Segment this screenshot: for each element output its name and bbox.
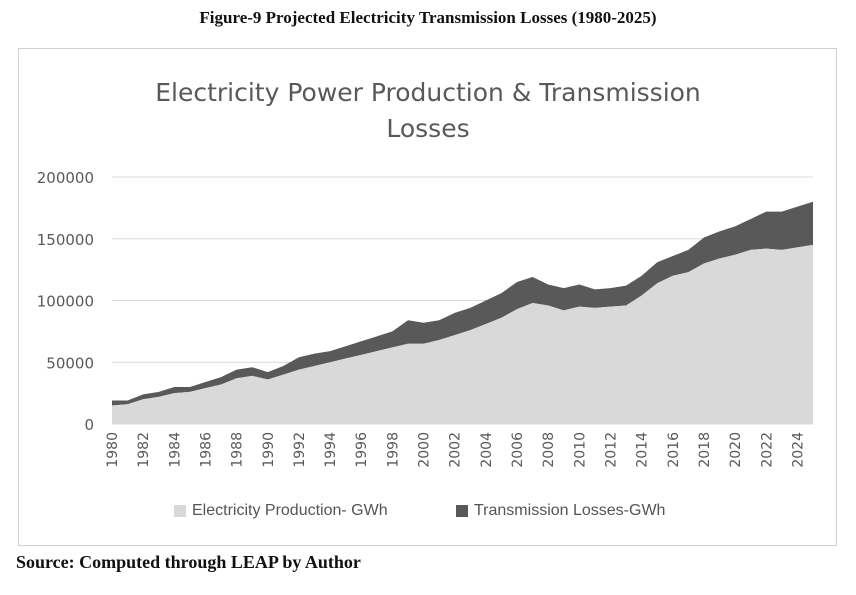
x-tick-label: 2008 [541, 432, 557, 468]
legend-label-losses: Transmission Losses-GWh [474, 502, 666, 519]
y-tick-label: 200000 [37, 169, 94, 187]
y-tick-label: 0 [84, 416, 94, 434]
x-tick-label: 2000 [417, 432, 433, 468]
x-tick-label: 1984 [167, 432, 183, 468]
x-tick-label: 2010 [572, 432, 588, 468]
x-tick-label: 2024 [790, 432, 806, 468]
figure-caption: Figure-9 Projected Electricity Transmiss… [199, 8, 657, 27]
x-tick-label: 1998 [385, 432, 401, 468]
x-tick-label: 2002 [448, 432, 464, 468]
x-tick-label: 1980 [105, 432, 121, 468]
y-tick-label: 150000 [37, 231, 94, 249]
x-tick-label: 1994 [323, 432, 339, 468]
x-tick-label: 2022 [759, 432, 775, 468]
y-tick-label: 50000 [46, 354, 94, 372]
legend-item-production: Electricity Production- GWh [174, 502, 388, 520]
x-tick-label: 1982 [136, 432, 152, 468]
x-tick-label: 1992 [292, 432, 308, 468]
x-tick-label: 2006 [510, 432, 526, 468]
x-tick-label: 1996 [354, 432, 370, 468]
x-tick-label: 1988 [230, 432, 246, 468]
x-tick-label: 2020 [728, 432, 744, 468]
x-tick-label: 1986 [198, 432, 214, 468]
legend-item-losses: Transmission Losses-GWh [456, 502, 665, 520]
y-tick-label: 100000 [37, 293, 94, 311]
x-tick-label: 2014 [635, 432, 651, 468]
legend-swatch-losses [456, 505, 468, 517]
legend-label-production: Electricity Production- GWh [192, 502, 388, 519]
chart-title-line-2: Losses [386, 114, 469, 143]
x-tick-label: 1990 [261, 432, 277, 468]
chart-title-line-1: Electricity Power Production & Transmiss… [155, 78, 701, 107]
series-area-production [112, 244, 813, 424]
x-tick-label: 2016 [666, 432, 682, 468]
x-tick-label: 2004 [479, 432, 495, 468]
x-tick-label: 2012 [603, 432, 619, 468]
chart-legend: Electricity Production- GWh Transmission… [0, 502, 856, 524]
legend-swatch-production [174, 505, 186, 517]
x-tick-label: 2018 [697, 432, 713, 468]
source-note: Source: Computed through LEAP by Author [16, 552, 361, 572]
